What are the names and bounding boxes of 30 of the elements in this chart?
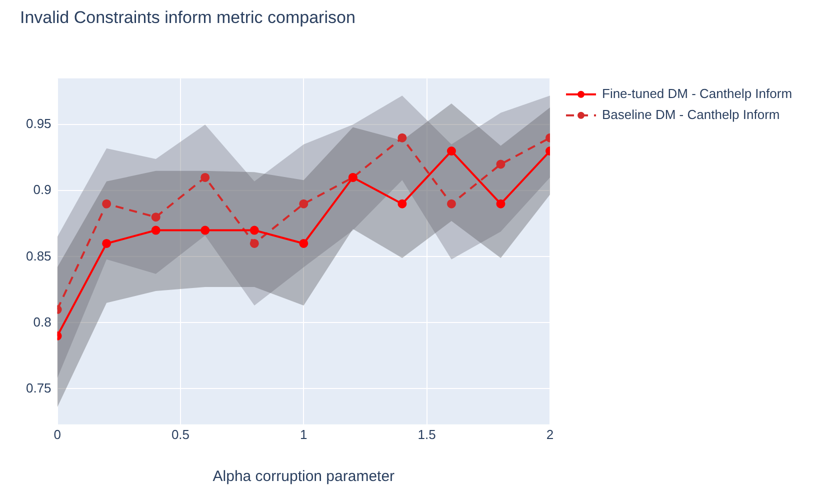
- point: [200, 172, 210, 182]
- y-tick-label: 0.8: [33, 314, 52, 330]
- point: [200, 226, 210, 235]
- point: [299, 238, 308, 248]
- point: [151, 212, 160, 222]
- point: [102, 199, 112, 208]
- point: [151, 226, 160, 235]
- point: [446, 199, 456, 208]
- x-tick-label: 0.5: [171, 426, 190, 442]
- point: [446, 146, 456, 156]
- point: [299, 199, 308, 208]
- y-tick-label: 0.75: [26, 380, 52, 396]
- point: [102, 238, 112, 248]
- y-tick-label: 0.85: [26, 248, 52, 264]
- x-tick-label: 1: [300, 426, 308, 442]
- point: [250, 238, 259, 248]
- chart-title: Invalid Constraints inform metric comparison: [20, 8, 356, 27]
- legend-label: Baseline DM - Canthelp Inform: [602, 106, 780, 122]
- point: [496, 160, 506, 169]
- x-tick-label: 2: [546, 426, 554, 442]
- y-tick-label: 0.9: [33, 182, 52, 198]
- legend-label: Fine-tuned DM - Canthelp Inform: [602, 86, 792, 101]
- x-tick-label: 0: [54, 426, 61, 442]
- y-tick-label: 0.95: [26, 116, 52, 132]
- point: [398, 133, 407, 142]
- point: [250, 226, 259, 235]
- x-tick-label: 1.5: [418, 426, 436, 442]
- point: [398, 199, 407, 208]
- point: [496, 199, 506, 208]
- x-axis-title: Alpha corruption parameter: [212, 468, 395, 486]
